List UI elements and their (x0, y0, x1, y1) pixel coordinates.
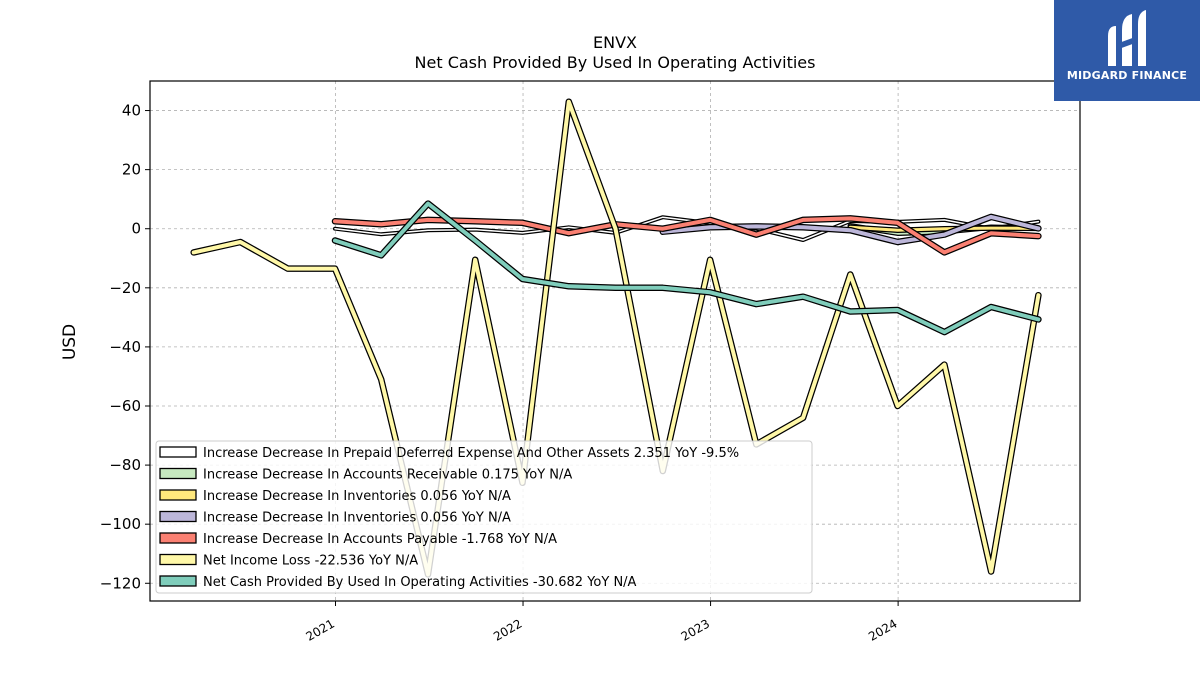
series-line-stroke (848, 225, 1040, 232)
y-tick-label: −20 (109, 279, 141, 297)
series-line (333, 215, 1041, 242)
legend-item: Increase Decrease In Prepaid Deferred Ex… (159, 446, 739, 461)
y-tick-label: −40 (109, 338, 141, 356)
y-tick-label: −100 (100, 515, 141, 533)
series-line-stroke (191, 99, 1041, 577)
series-line (847, 224, 1042, 233)
brand-name: MIDGARD FINANCE (1066, 69, 1188, 82)
legend-box (155, 440, 813, 594)
legend: Increase Decrease In Prepaid Deferred Ex… (155, 440, 813, 594)
series-line-stroke (333, 201, 1041, 335)
legend-label: Net Cash Provided By Used In Operating A… (203, 575, 637, 590)
x-tick-label: 2024 (866, 616, 899, 643)
x-tick-label: 2021 (304, 616, 337, 643)
y-tick-label: 40 (122, 102, 141, 120)
y-tick-label: −120 (100, 574, 141, 592)
legend-label: Increase Decrease In Inventories 0.056 Y… (203, 489, 511, 504)
legend-label: Increase Decrease In Prepaid Deferred Ex… (203, 446, 739, 461)
y-tick-label: −80 (109, 456, 141, 474)
brand-logo: MIDGARD FINANCE (1054, 0, 1200, 101)
legend-swatch (159, 532, 197, 544)
legend-item: Net Income Loss -22.536 YoY N/A (159, 553, 418, 569)
y-tick-label: 0 (131, 220, 141, 238)
legend-item: Increase Decrease In Inventories 0.056 Y… (159, 510, 511, 526)
legend-swatch (159, 575, 197, 587)
plot-frame (149, 80, 1081, 602)
chart-title: ENVX (593, 33, 637, 52)
legend-item: Net Cash Provided By Used In Operating A… (159, 575, 637, 590)
series-layer (190, 98, 1042, 578)
series-line (331, 200, 1042, 336)
legend-swatch (159, 553, 197, 566)
x-tick-label: 2022 (491, 616, 524, 643)
series-line (190, 98, 1042, 578)
legend-label: Increase Decrease In Accounts Payable -1… (203, 532, 557, 547)
series-line-stroke (334, 216, 1040, 241)
legend-label: Increase Decrease In Inventories 0.056 Y… (203, 511, 511, 526)
y-tick-label: 20 (122, 161, 141, 179)
legend-item: Increase Decrease In Accounts Receivable… (159, 467, 572, 483)
legend-label: Increase Decrease In Accounts Receivable… (203, 468, 572, 483)
legend-label: Net Income Loss -22.536 YoY N/A (203, 554, 418, 569)
legend-swatch (159, 446, 197, 458)
x-tick-label: 2023 (679, 616, 712, 643)
y-axis-label: USD (60, 324, 80, 360)
legend-item: Increase Decrease In Accounts Payable -1… (159, 532, 557, 547)
legend-swatch (159, 510, 197, 523)
legend-swatch (159, 489, 197, 501)
y-tick-label: −60 (109, 397, 141, 415)
legend-swatch (159, 467, 197, 480)
midgard-logo-icon (1108, 10, 1146, 66)
legend-item: Increase Decrease In Inventories 0.056 Y… (159, 489, 511, 504)
chart-subtitle: Net Cash Provided By Used In Operating A… (415, 53, 816, 72)
